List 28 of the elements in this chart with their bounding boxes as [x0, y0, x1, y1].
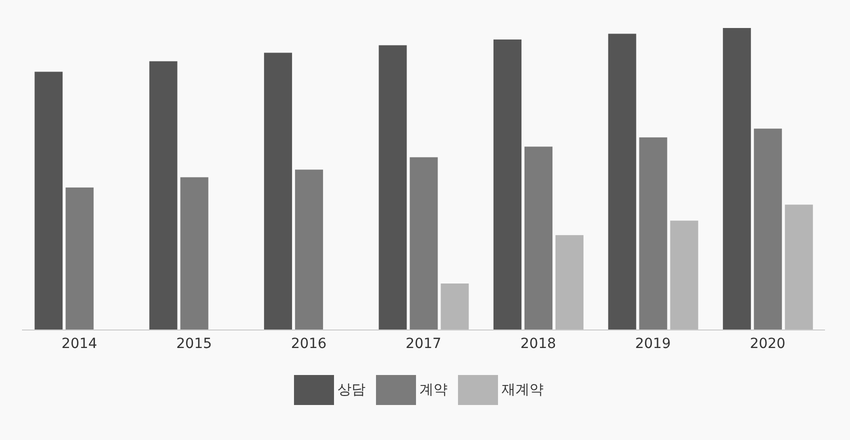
- legend-label: 재계약: [502, 382, 544, 398]
- bar: [34, 72, 63, 330]
- bar: [555, 235, 584, 330]
- bar: [608, 34, 636, 330]
- legend-label: 상담: [338, 382, 366, 398]
- x-tick-label: 2016: [290, 336, 327, 352]
- bar: [264, 52, 292, 330]
- bar: [639, 137, 668, 330]
- bar: [378, 45, 407, 330]
- bar: [410, 157, 438, 330]
- bar: [784, 204, 813, 330]
- x-tick-label: 2015: [176, 336, 212, 352]
- bar: [670, 220, 698, 330]
- bar: [440, 283, 469, 330]
- x-tick-label: 2017: [406, 336, 442, 352]
- x-tick-label: 2014: [62, 336, 98, 352]
- bar: [754, 128, 782, 330]
- x-tick-label: 2018: [520, 336, 556, 352]
- bar: [524, 146, 552, 330]
- x-tick-label: 2020: [750, 336, 786, 352]
- bar: [493, 39, 522, 330]
- x-tick-label: 2019: [635, 336, 671, 352]
- legend-label: 계약: [420, 382, 448, 398]
- bar: [722, 28, 751, 330]
- bar: [149, 61, 178, 330]
- bar: [295, 170, 324, 330]
- bar: [180, 177, 208, 330]
- bar: [66, 187, 94, 330]
